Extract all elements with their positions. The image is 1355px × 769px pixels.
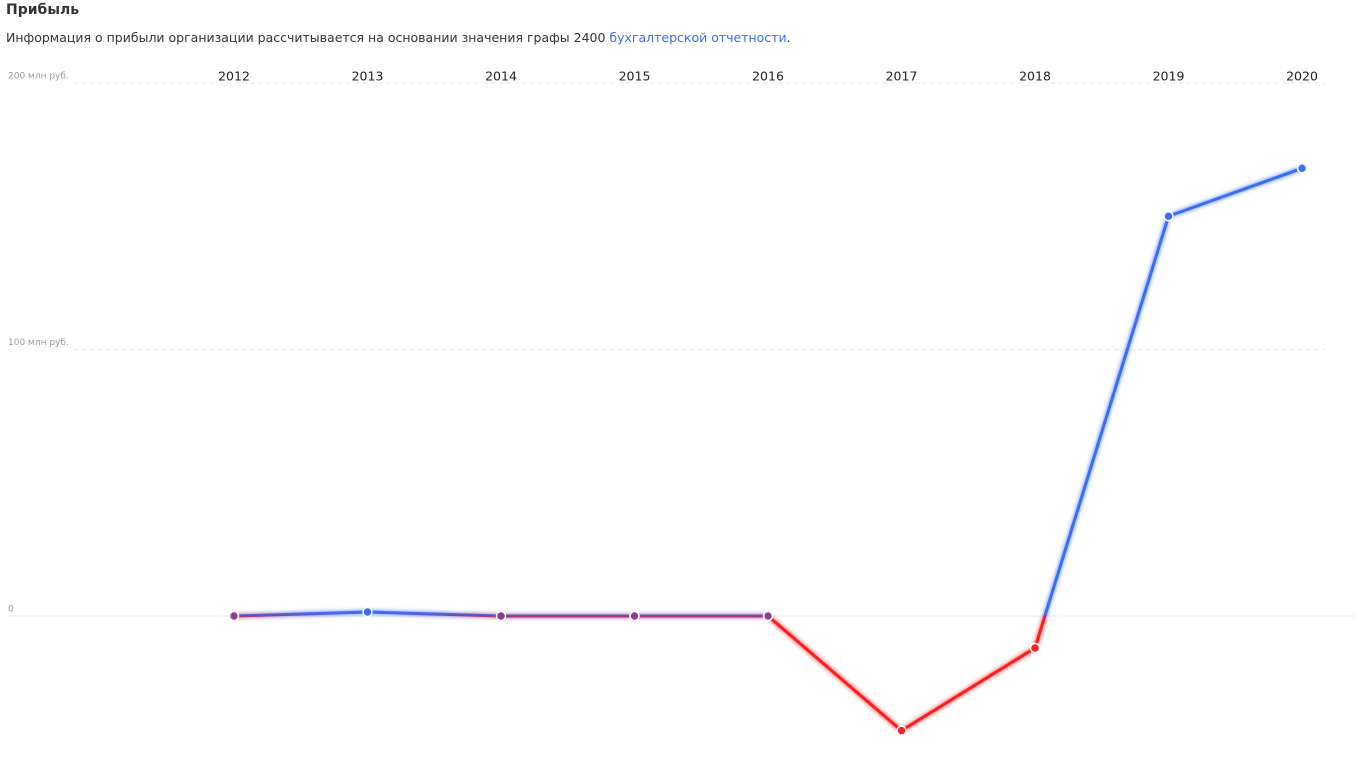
profit-line bbox=[233, 166, 1303, 733]
report-link[interactable]: бухгалтерской отчетности bbox=[609, 30, 787, 45]
x-tick-label: 2017 bbox=[886, 69, 918, 84]
header: Прибыль Информация о прибыли организации… bbox=[6, 2, 791, 45]
y-tick-label: 0 bbox=[8, 605, 14, 615]
data-point bbox=[228, 610, 240, 622]
data-point bbox=[362, 606, 373, 618]
description-end: . bbox=[786, 30, 791, 45]
data-point bbox=[629, 610, 640, 622]
data-point bbox=[762, 610, 774, 622]
data-point bbox=[1029, 642, 1041, 654]
data-point bbox=[896, 725, 907, 736]
x-tick-label: 2015 bbox=[619, 69, 651, 84]
x-tick-label: 2018 bbox=[1019, 69, 1051, 84]
x-tick-label: 2020 bbox=[1286, 69, 1318, 84]
data-point bbox=[495, 610, 507, 622]
x-tick-label: 2014 bbox=[485, 69, 517, 84]
description: Информация о прибыли организации рассчит… bbox=[6, 30, 791, 45]
title: Прибыль bbox=[6, 2, 80, 18]
x-tick-label: 2019 bbox=[1153, 69, 1185, 84]
data-point bbox=[1296, 163, 1308, 174]
y-tick-label: 200 млн руб. bbox=[8, 72, 69, 82]
data-point bbox=[1163, 211, 1174, 222]
description-text: Информация о прибыли организации рассчит… bbox=[6, 30, 610, 45]
x-tick-label: 2013 bbox=[352, 69, 384, 84]
y-tick-label: 100 млн руб. bbox=[8, 338, 69, 348]
x-tick-label: 2012 bbox=[218, 69, 250, 84]
x-tick-label: 2016 bbox=[752, 69, 784, 84]
